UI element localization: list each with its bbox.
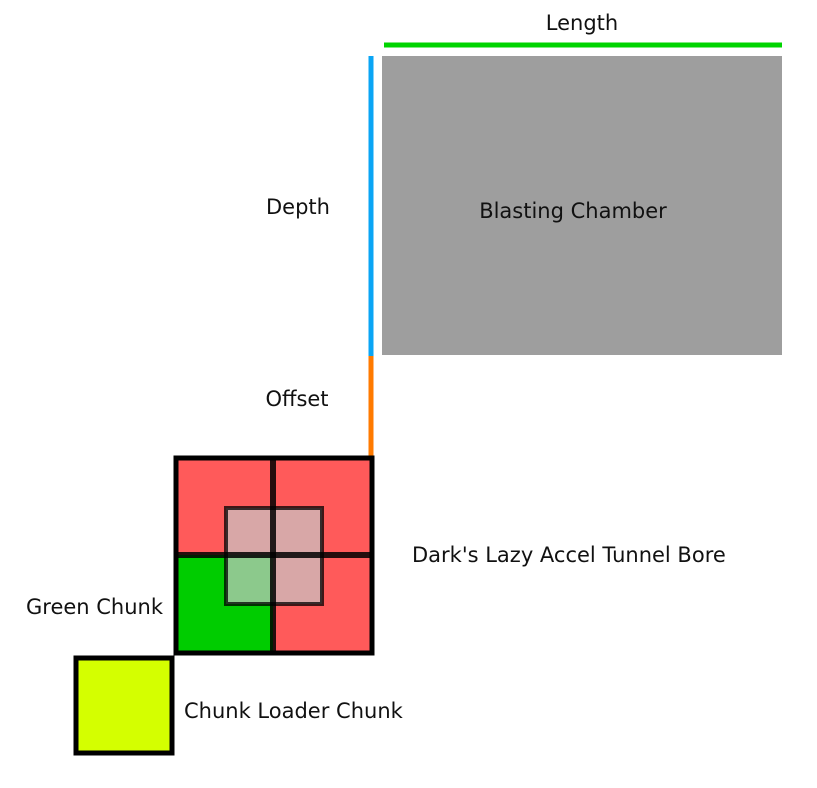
tunnel-bore-label: Dark's Lazy Accel Tunnel Bore (412, 543, 726, 567)
offset-label: Offset (265, 387, 328, 411)
chunk-loader-chunk (73, 655, 175, 756)
bore-overlay-outline (224, 506, 324, 606)
chunk-loader-chunk-label: Chunk Loader Chunk (184, 699, 404, 723)
length-label: Length (546, 11, 618, 35)
tunnel-bore-outline (173, 455, 375, 656)
tunnel-bore-grid (173, 455, 375, 656)
blasting-chamber (382, 56, 782, 355)
depth-label: Depth (266, 195, 330, 219)
blasting-chamber-label: Blasting Chamber (479, 199, 667, 223)
green-chunk-label: Green Chunk (26, 595, 164, 619)
